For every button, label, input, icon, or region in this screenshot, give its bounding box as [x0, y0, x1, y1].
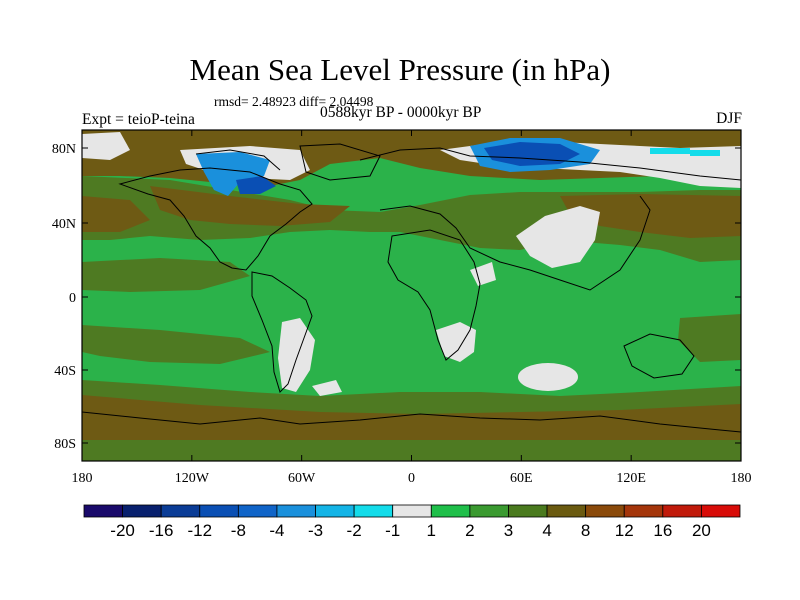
north-atlantic-high [150, 186, 350, 226]
dateline-high [82, 196, 150, 232]
x-tick-label: 120E [616, 471, 646, 486]
colorbar-swatch [469, 504, 509, 518]
indian-ocean-near-zero [518, 363, 578, 391]
south-pacific-positive [82, 325, 270, 364]
x-tick-label: 60E [510, 471, 533, 486]
colorbar-swatch [392, 504, 432, 518]
stats-line: rmsd= 2.48923 diff= 2.04498 [214, 94, 374, 109]
colorbar-swatch [546, 504, 587, 518]
x-tick-label: 180 [731, 471, 752, 486]
colorbar: -20 -16 -12 -8 -4 -3 -2 -1 1 2 3 4 8 12 16 20 [83, 504, 741, 540]
colorbar-swatch [315, 504, 355, 518]
colorbar-label: 1 [427, 521, 436, 540]
colorbar-swatch [585, 504, 625, 518]
experiment-label: Expt = teioP-teina [82, 111, 195, 128]
south-america-near-zero [278, 318, 315, 392]
x-tick-label: 120W [175, 471, 210, 486]
y-tick-label: 40S [54, 364, 76, 379]
colorbar-swatch [237, 504, 278, 518]
colorbar-swatch [430, 504, 471, 518]
colorbar-swatch [83, 504, 123, 518]
colorbar-swatch [199, 504, 239, 518]
colorbar-label: -16 [149, 521, 174, 540]
colorbar-label: 8 [581, 521, 590, 540]
x-tick-label: 180 [72, 471, 93, 486]
arctic-islands-coast [195, 143, 381, 181]
arabia-near-zero [470, 262, 496, 286]
colorbar-swatch [623, 504, 664, 518]
season-label: DJF [716, 110, 742, 127]
south-atlantic-near-zero [312, 380, 342, 396]
antarctic-positive [82, 440, 741, 461]
y-tick-label: 80S [54, 437, 76, 452]
chart-title: Mean Sea Level Pressure (in hPa) [189, 52, 611, 87]
colorbar-label: -12 [187, 521, 212, 540]
period-label: 0588kyr BP - 0000kyr BP [320, 104, 482, 121]
canada-negative-3 [196, 152, 270, 196]
x-tick-label: 60W [288, 471, 316, 486]
tropical-east-pacific-region [82, 258, 250, 292]
colorbar-label: -1 [385, 521, 400, 540]
colorbar-swatch [508, 504, 548, 518]
x-tick-label: 0 [408, 471, 415, 486]
colorbar-label: -4 [269, 521, 284, 540]
colorbar-label: -3 [308, 521, 323, 540]
colorbar-label: 2 [465, 521, 474, 540]
australia-coast [623, 333, 695, 379]
colorbar-label: -2 [347, 521, 362, 540]
y-tick-label: 0 [69, 291, 76, 306]
sw-pacific-positive [678, 314, 741, 362]
africa-coast [387, 229, 481, 361]
contour-field [82, 130, 741, 461]
australia-field [626, 338, 690, 374]
south-america-coast [251, 271, 313, 393]
colorbar-swatch [122, 504, 162, 518]
arctic-west-near-zero [82, 132, 130, 160]
eurasia-coast [359, 147, 741, 291]
colorbar-label: 16 [653, 521, 672, 540]
colorbar-label: -20 [110, 521, 135, 540]
antarctica-coast [82, 411, 741, 433]
south-africa-near-zero [436, 322, 476, 362]
colorbar-swatch [353, 504, 394, 518]
colorbar-label: -8 [231, 521, 246, 540]
colorbar-label: 20 [692, 521, 711, 540]
colorbar-label: 3 [504, 521, 513, 540]
east-siberia-negative-2 [690, 150, 720, 156]
x-axis: 180 120W 60W 0 60E 120E 180 [72, 130, 752, 486]
north-pacific-high [560, 194, 741, 238]
canada-negative-8 [236, 176, 276, 194]
east-siberia-negative [650, 148, 690, 154]
colorbar-swatch [276, 504, 316, 518]
southern-ocean-high [82, 395, 741, 440]
y-axis: 80N 40N 0 40S 80S [52, 142, 741, 452]
colorbar-label: 12 [615, 521, 634, 540]
y-tick-label: 40N [52, 217, 76, 232]
north-america-coast [118, 167, 313, 271]
colorbar-swatch [662, 504, 702, 518]
y-tick-label: 80N [52, 142, 76, 157]
colorbar-swatch [160, 504, 201, 518]
tibet-near-zero [516, 206, 600, 268]
colorbar-swatch [701, 504, 741, 518]
colorbar-label: 4 [542, 521, 551, 540]
coastlines [82, 143, 741, 433]
